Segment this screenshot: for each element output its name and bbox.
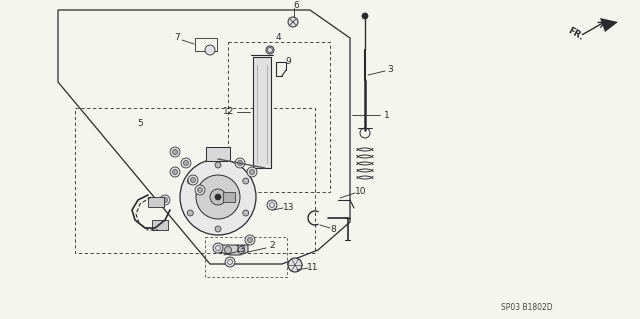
Text: 6: 6 [293, 2, 299, 11]
Circle shape [195, 185, 205, 195]
Circle shape [235, 158, 245, 168]
Circle shape [243, 210, 249, 216]
Circle shape [267, 200, 277, 210]
Circle shape [191, 177, 195, 182]
Circle shape [237, 247, 244, 254]
Bar [253, 57, 271, 168]
Circle shape [243, 178, 249, 184]
Text: 2: 2 [269, 241, 275, 250]
Circle shape [170, 167, 180, 177]
Text: 1: 1 [384, 110, 390, 120]
Circle shape [188, 178, 193, 184]
Circle shape [215, 162, 221, 168]
Text: 7: 7 [174, 33, 180, 42]
Circle shape [163, 197, 168, 203]
Text: 13: 13 [236, 246, 247, 255]
Circle shape [198, 188, 202, 192]
Text: 5: 5 [137, 118, 143, 128]
Bar [206, 147, 230, 161]
Circle shape [184, 160, 189, 166]
Circle shape [196, 175, 240, 219]
Circle shape [225, 257, 235, 267]
Circle shape [215, 226, 221, 232]
Circle shape [205, 45, 215, 55]
Bar [228, 42, 330, 192]
Text: 8: 8 [330, 226, 336, 234]
Circle shape [288, 258, 302, 272]
Bar [195, 38, 217, 51]
Circle shape [188, 210, 193, 216]
Circle shape [180, 159, 256, 235]
Circle shape [237, 160, 243, 166]
Bar [205, 237, 287, 277]
Bar [75, 108, 315, 253]
Text: 9: 9 [285, 57, 291, 66]
Circle shape [215, 194, 221, 200]
Circle shape [362, 13, 368, 19]
Text: FR.: FR. [566, 26, 585, 42]
Circle shape [181, 158, 191, 168]
Circle shape [160, 195, 170, 205]
Bar [152, 220, 168, 230]
Text: 4: 4 [275, 33, 281, 42]
Circle shape [213, 243, 223, 253]
Circle shape [247, 167, 257, 177]
Circle shape [266, 46, 274, 54]
Circle shape [173, 169, 177, 174]
Text: 11: 11 [307, 263, 319, 271]
Circle shape [210, 189, 226, 205]
Polygon shape [600, 18, 618, 32]
Circle shape [188, 175, 198, 185]
Circle shape [225, 247, 232, 254]
Circle shape [173, 150, 177, 154]
Polygon shape [220, 245, 248, 255]
Circle shape [245, 235, 255, 245]
Text: 3: 3 [387, 65, 393, 75]
Circle shape [170, 147, 180, 157]
Text: 10: 10 [355, 187, 367, 196]
Text: 13: 13 [284, 203, 295, 211]
Circle shape [248, 238, 253, 242]
Bar [148, 197, 164, 207]
Circle shape [250, 169, 255, 174]
Text: SP03 B1802D: SP03 B1802D [501, 303, 553, 313]
FancyArrowPatch shape [582, 22, 604, 35]
Text: 12: 12 [223, 108, 235, 116]
Circle shape [288, 17, 298, 27]
Bar [223, 192, 235, 202]
